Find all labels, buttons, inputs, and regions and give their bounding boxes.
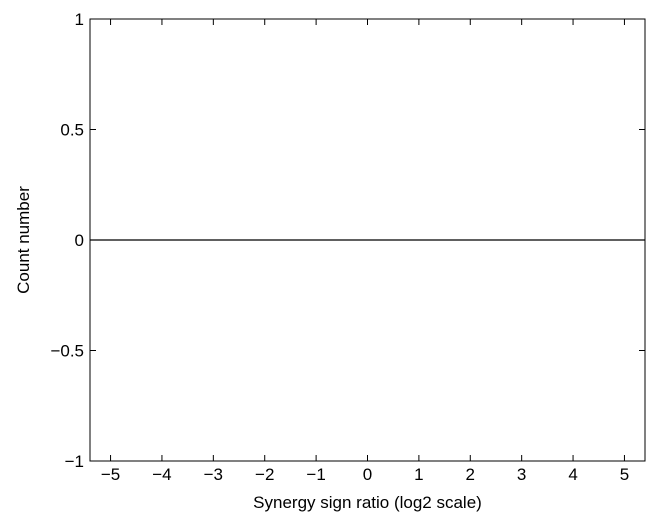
x-tick-label: 1 [414, 465, 423, 484]
y-tick-label: 1 [75, 10, 84, 29]
plot-area [89, 18, 646, 462]
x-tick-label: −5 [101, 465, 120, 484]
y-tick-label: 0 [75, 231, 84, 250]
x-tick-label: 3 [517, 465, 526, 484]
x-tick-label: 0 [363, 465, 372, 484]
y-tick-label: 0.5 [60, 121, 84, 140]
y-tick-labels: −1 −0.5 0 0.5 1 [50, 10, 84, 471]
x-tick-label: −3 [204, 465, 223, 484]
x-tick-labels: −5 −4 −3 −2 −1 0 1 2 3 4 5 [101, 465, 629, 484]
x-tick-label: −2 [255, 465, 274, 484]
x-tick-label: −4 [152, 465, 171, 484]
x-tick-label: 5 [620, 465, 629, 484]
x-axis-title: Synergy sign ratio (log2 scale) [253, 493, 482, 512]
x-tick-label: −1 [306, 465, 325, 484]
y-tick-label: −0.5 [50, 342, 84, 361]
x-tick-label: 2 [466, 465, 475, 484]
y-tick-label: −1 [65, 452, 84, 471]
x-tick-label: 4 [568, 465, 577, 484]
y-axis-title: Count number [14, 186, 33, 294]
